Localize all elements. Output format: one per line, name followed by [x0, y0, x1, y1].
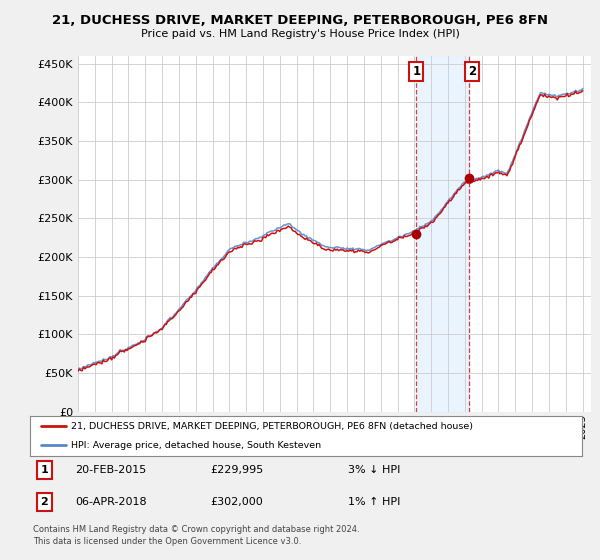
Text: Price paid vs. HM Land Registry's House Price Index (HPI): Price paid vs. HM Land Registry's House …: [140, 29, 460, 39]
Text: 1% ↑ HPI: 1% ↑ HPI: [348, 497, 400, 507]
Text: 2: 2: [41, 497, 48, 507]
Text: 06-APR-2018: 06-APR-2018: [75, 497, 146, 507]
Text: £229,995: £229,995: [210, 465, 263, 475]
Text: 1: 1: [412, 65, 421, 78]
Text: 21, DUCHESS DRIVE, MARKET DEEPING, PETERBOROUGH, PE6 8FN: 21, DUCHESS DRIVE, MARKET DEEPING, PETER…: [52, 14, 548, 27]
Text: 1: 1: [41, 465, 48, 475]
Text: 21, DUCHESS DRIVE, MARKET DEEPING, PETERBOROUGH, PE6 8FN (detached house): 21, DUCHESS DRIVE, MARKET DEEPING, PETER…: [71, 422, 473, 431]
Text: 2: 2: [468, 65, 476, 78]
Text: 20-FEB-2015: 20-FEB-2015: [75, 465, 146, 475]
Text: HPI: Average price, detached house, South Kesteven: HPI: Average price, detached house, Sout…: [71, 441, 322, 450]
Text: Contains HM Land Registry data © Crown copyright and database right 2024.
This d: Contains HM Land Registry data © Crown c…: [33, 525, 359, 546]
Text: 3% ↓ HPI: 3% ↓ HPI: [348, 465, 400, 475]
Text: £302,000: £302,000: [210, 497, 263, 507]
